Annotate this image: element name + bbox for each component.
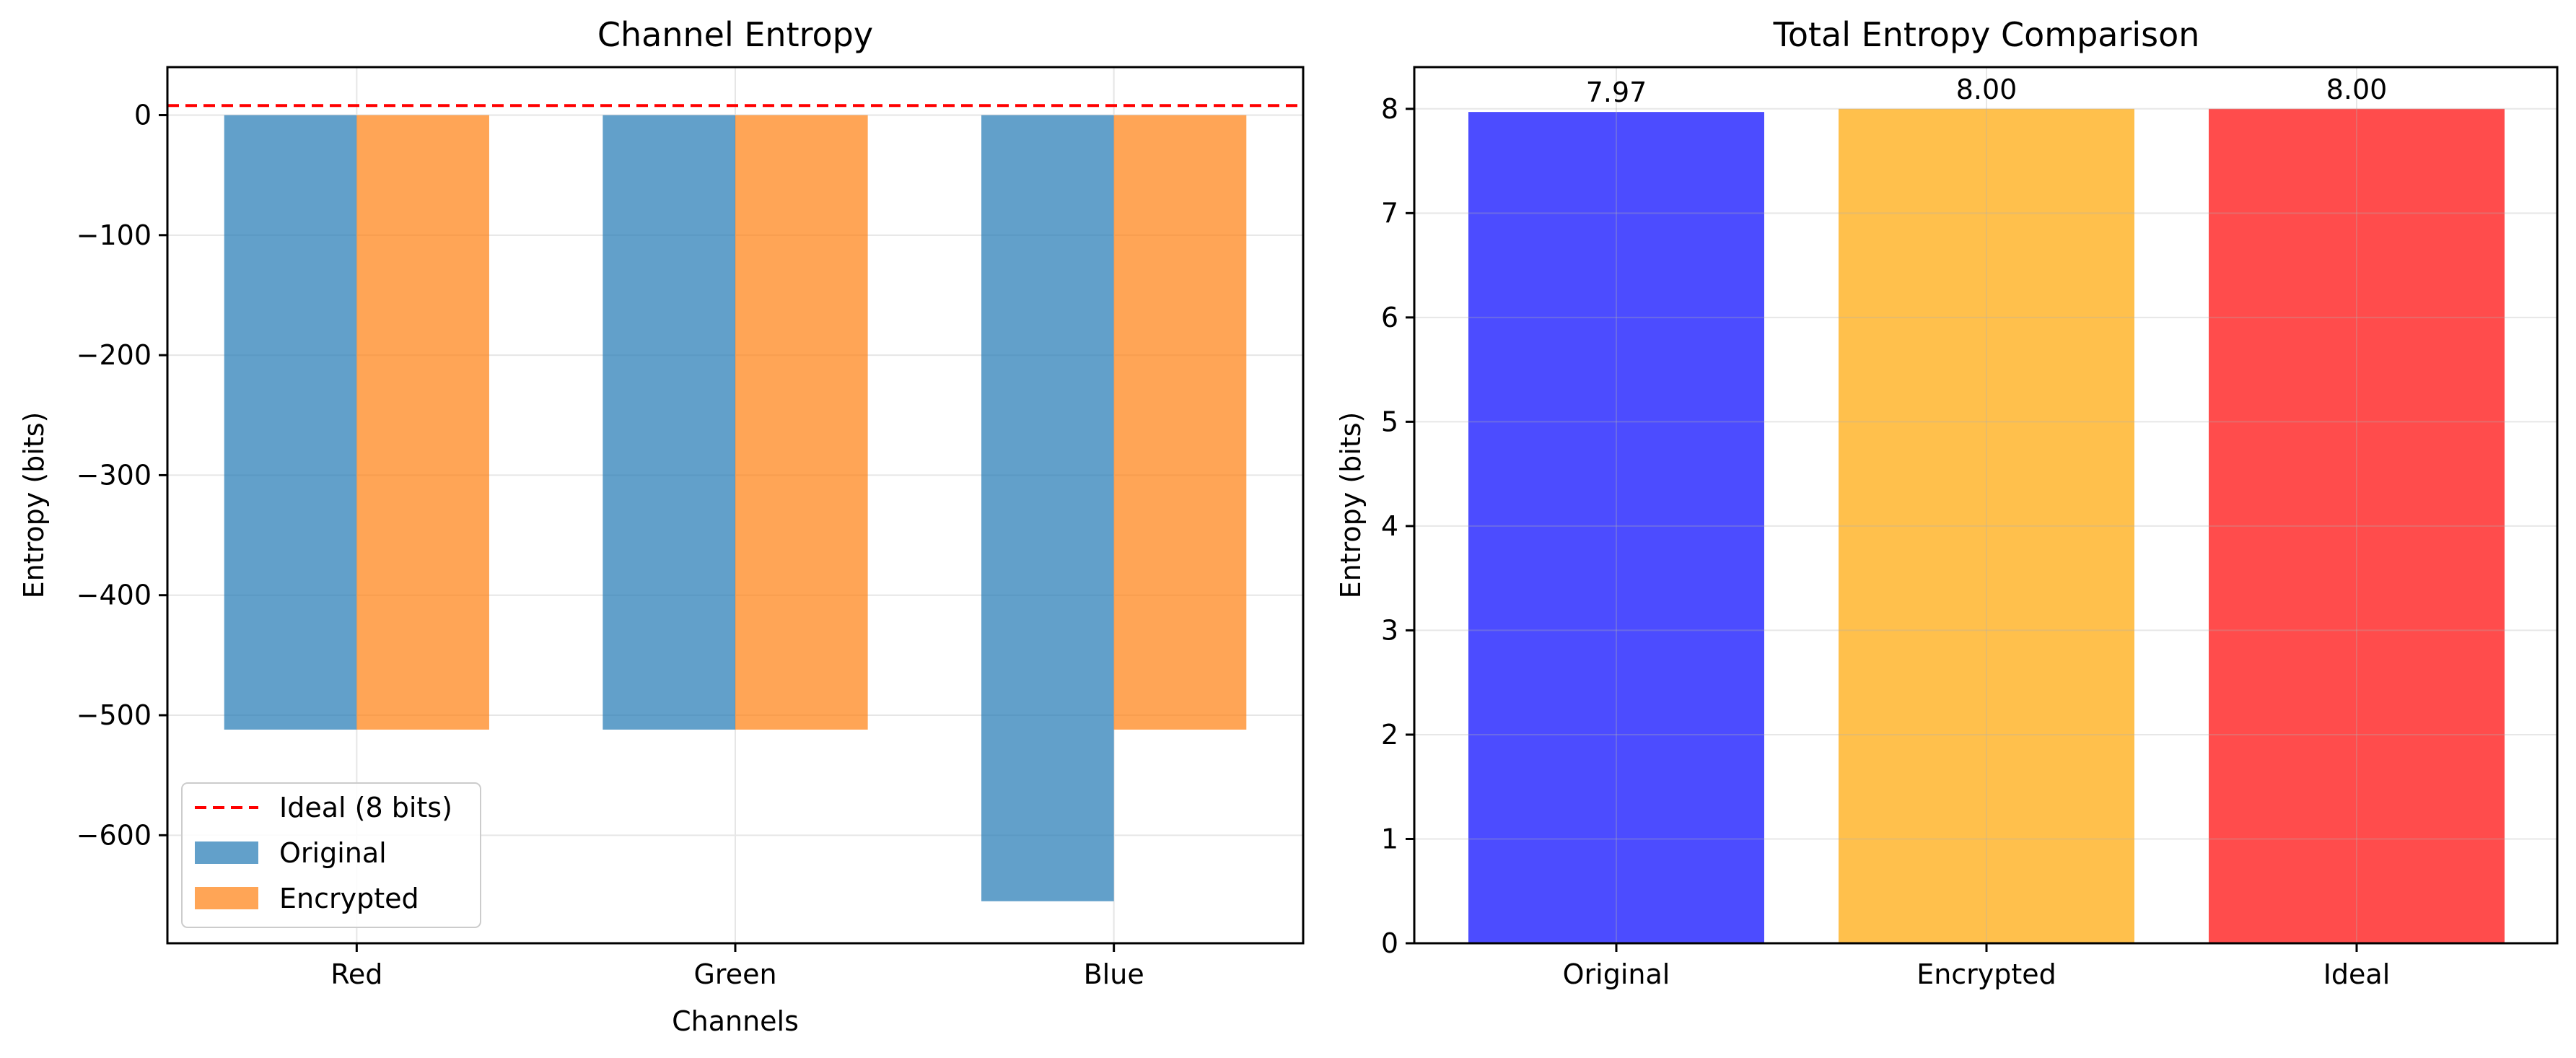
channel-entropy-chart: Channel Entropy 0 −100 −200 −300 −400 −500 −60… [18,15,1305,1037]
y-tick-label: −100 [76,219,152,251]
legend-encrypted-label: Encrypted [279,883,419,914]
bar-encrypted-red [356,115,489,730]
y-tick-label: 0 [1381,927,1398,959]
channel-entropy-title: Channel Entropy [597,15,873,54]
bar-original-blue [981,115,1114,901]
bar-original-red [224,115,357,730]
x-tick-label: Encrypted [1916,958,2056,990]
y-tick-label: −600 [76,819,152,851]
y-tick-label: 2 [1381,719,1398,751]
legend: Ideal (8 bits) Original Encrypted [181,782,481,928]
y-tick-label: 8 [1381,93,1398,125]
legend-ideal-label: Ideal (8 bits) [279,792,452,823]
x-tick-label: Blue [1084,958,1144,990]
left-y-axis-label: Entropy (bits) [18,412,50,599]
legend-encrypted-swatch [195,887,258,909]
x-tick-label: Ideal [2323,958,2391,990]
right-y-axis-label: Entropy (bits) [1335,412,1367,599]
y-tick-label: 3 [1381,614,1398,646]
y-tick-label: 6 [1381,302,1398,333]
total-entropy-title: Total Entropy Comparison [1773,15,2200,54]
bar-encrypted-green [735,115,868,730]
bar-value-label: 7.97 [1586,76,1647,108]
bar-ideal [2209,108,2505,943]
bar-value-label: 8.00 [2326,74,2388,105]
y-tick-label: −500 [76,699,152,731]
y-tick-label: 7 [1381,197,1398,229]
bar-original-green [603,115,735,730]
legend-original-swatch [195,841,258,864]
y-tick-label: 5 [1381,406,1398,437]
y-tick-label: −200 [76,339,152,371]
x-tick-label: Green [693,958,776,990]
legend-original-label: Original [279,837,387,869]
y-tick-label: 1 [1381,823,1398,854]
y-tick-label: 0 [134,100,152,131]
y-tick-label: −400 [76,580,152,611]
left-x-axis-label: Channels [672,1005,799,1037]
y-tick-label: 4 [1381,510,1398,542]
bar-encrypted [1839,108,2134,943]
bar-original [1468,112,1764,943]
x-tick-label: Red [330,958,382,990]
y-tick-label: −300 [76,459,152,491]
total-entropy-chart: Total Entropy Comparison 7.97 8.00 8.00 0 1… [1335,15,2559,990]
bar-value-label: 8.00 [1956,74,2018,105]
x-tick-label: Original [1563,958,1670,990]
bar-encrypted-blue [1113,115,1247,730]
